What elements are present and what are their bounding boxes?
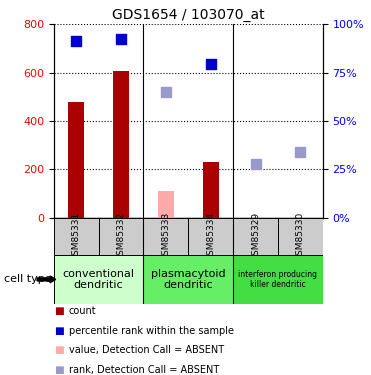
Bar	[233, 255, 323, 304]
Bar	[158, 191, 174, 217]
Point	[118, 36, 124, 42]
Bar	[113, 72, 129, 217]
Bar	[54, 217, 99, 255]
Text: rank, Detection Call = ABSENT: rank, Detection Call = ABSENT	[69, 365, 219, 375]
Text: value, Detection Call = ABSENT: value, Detection Call = ABSENT	[69, 345, 224, 355]
Text: ■: ■	[54, 345, 63, 355]
Text: conventional
dendritic: conventional dendritic	[63, 268, 135, 290]
Text: percentile rank within the sample: percentile rank within the sample	[69, 326, 234, 336]
Text: ■: ■	[54, 365, 63, 375]
Point	[298, 149, 303, 155]
Bar	[233, 217, 278, 255]
Text: GSM85330: GSM85330	[296, 211, 305, 261]
Point	[73, 38, 79, 44]
Text: GSM85334: GSM85334	[206, 211, 215, 261]
Text: count: count	[69, 306, 96, 316]
Bar	[99, 217, 144, 255]
Bar	[144, 255, 233, 304]
Text: GSM85332: GSM85332	[116, 211, 125, 261]
Text: GSM85333: GSM85333	[161, 211, 170, 261]
Text: ■: ■	[54, 306, 63, 316]
Point	[208, 61, 214, 67]
Bar	[278, 217, 323, 255]
Text: interferon producing
killer dendritic: interferon producing killer dendritic	[239, 270, 318, 289]
Bar	[188, 217, 233, 255]
Title: GDS1654 / 103070_at: GDS1654 / 103070_at	[112, 8, 265, 22]
Bar	[54, 255, 144, 304]
Bar	[68, 102, 84, 217]
Point	[253, 161, 259, 167]
Text: cell type: cell type	[4, 274, 51, 284]
Text: GSM85329: GSM85329	[251, 211, 260, 261]
Text: plasmacytoid
dendritic: plasmacytoid dendritic	[151, 268, 226, 290]
Bar	[203, 162, 219, 218]
Text: GSM85331: GSM85331	[72, 211, 81, 261]
Bar	[144, 217, 188, 255]
Point	[163, 89, 169, 95]
Text: ■: ■	[54, 326, 63, 336]
